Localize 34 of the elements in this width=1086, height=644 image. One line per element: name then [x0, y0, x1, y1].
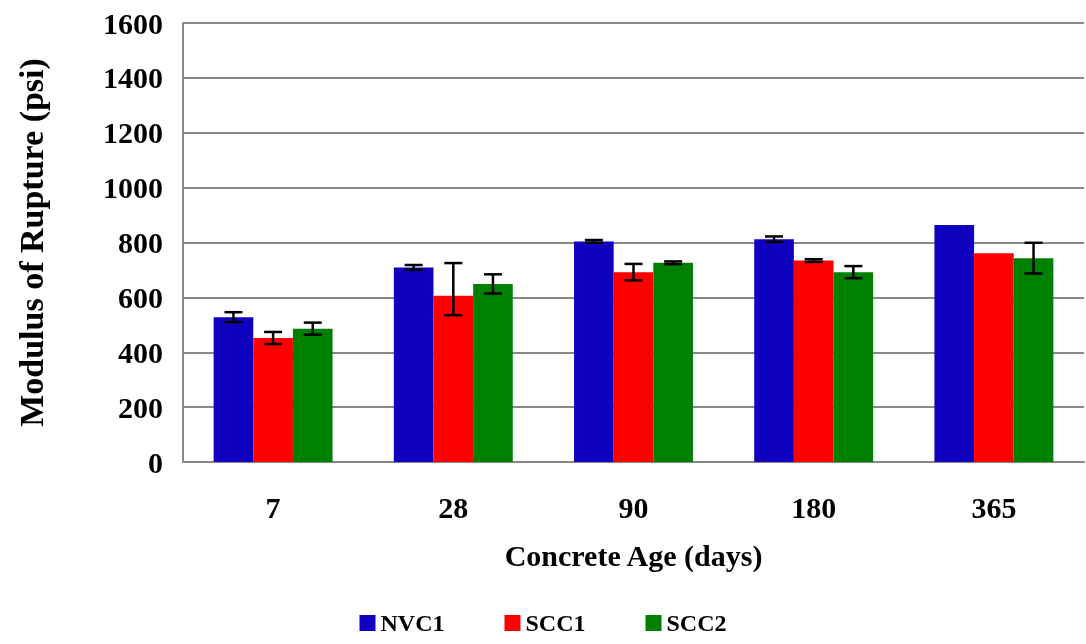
- bar: [934, 224, 975, 462]
- bar: [1013, 258, 1054, 462]
- y-tick-label: 600: [118, 280, 163, 314]
- bar: [393, 267, 434, 462]
- x-axis-title: Concrete Age (days): [504, 538, 763, 573]
- y-tick-label: 1200: [103, 116, 163, 150]
- y-tick-label: 0: [148, 445, 163, 479]
- y-tick-label: 200: [118, 390, 163, 424]
- bar: [613, 272, 654, 462]
- y-tick-label: 1400: [103, 61, 163, 95]
- x-tick-label: 7: [265, 490, 281, 524]
- x-tick-label: 180: [791, 490, 837, 524]
- bar: [574, 241, 614, 462]
- y-tick-label: 1600: [103, 6, 163, 40]
- y-tick-label: 400: [118, 335, 163, 369]
- x-tick-label: 365: [971, 490, 1017, 524]
- bar: [433, 295, 474, 462]
- bar: [473, 283, 513, 462]
- legend-label: SCC1: [525, 610, 586, 636]
- bar: [833, 272, 874, 462]
- bar: [754, 239, 794, 462]
- y-tick-label: 1000: [103, 171, 163, 205]
- bar: [974, 253, 1014, 462]
- x-tick-label: 28: [438, 490, 469, 524]
- bar: [253, 337, 293, 462]
- y-axis-title: Modulus of Rupture (psi): [12, 58, 51, 427]
- bar: [292, 328, 333, 462]
- legend-label: NVC1: [380, 610, 445, 636]
- bar: [793, 260, 834, 462]
- y-tick-label: 800: [118, 226, 163, 259]
- bar: [653, 262, 693, 462]
- bar: [213, 317, 254, 462]
- legend-label: SCC2: [666, 610, 727, 636]
- x-tick-label: 90: [618, 490, 649, 524]
